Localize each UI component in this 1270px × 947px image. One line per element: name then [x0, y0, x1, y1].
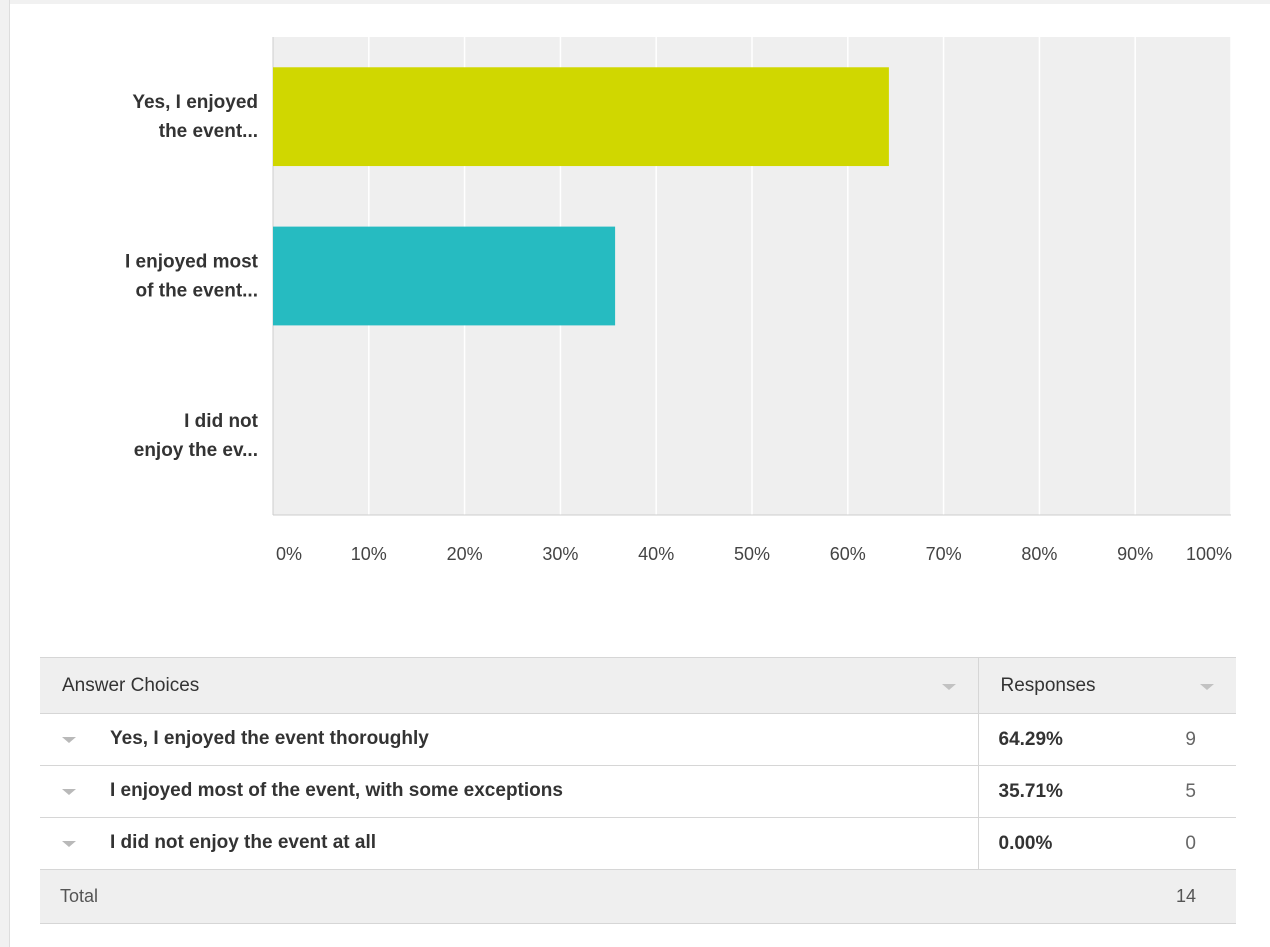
- total-label: Total: [40, 869, 1148, 924]
- x-tick-label: 40%: [638, 544, 674, 564]
- category-label: of the event...: [136, 281, 258, 302]
- x-tick-label: 20%: [447, 544, 483, 564]
- x-tick-label: 60%: [830, 544, 866, 564]
- sort-down-icon[interactable]: [1200, 684, 1214, 690]
- sort-down-icon[interactable]: [941, 684, 956, 690]
- table-header-row: Answer Choices Responses: [40, 657, 1236, 714]
- category-label: I enjoyed most: [125, 252, 259, 273]
- answer-choice-cell: Yes, I enjoyed the event thoroughly: [40, 713, 979, 766]
- total-row: Total 14: [40, 869, 1236, 924]
- responses-table: Answer Choices Responses Yes, I enjoyed …: [40, 657, 1236, 924]
- answer-choice-cell: I enjoyed most of the event, with some e…: [40, 765, 979, 818]
- x-tick-label: 90%: [1117, 544, 1153, 564]
- bar: [273, 226, 616, 326]
- response-count: 5: [1148, 765, 1236, 818]
- x-tick-label: 0%: [276, 544, 302, 564]
- x-tick-label: 30%: [542, 544, 578, 564]
- response-percent: 64.29%: [978, 713, 1148, 766]
- total-count: 14: [1148, 869, 1236, 924]
- table-row: Yes, I enjoyed the event thoroughly 64.2…: [40, 713, 1236, 766]
- x-tick-label: 80%: [1021, 544, 1057, 564]
- x-tick-label: 10%: [351, 544, 387, 564]
- expand-chevron-icon[interactable]: [62, 789, 76, 795]
- category-label: the event...: [159, 121, 258, 142]
- response-count: 9: [1148, 713, 1236, 766]
- answer-choice-label: Yes, I enjoyed the event thoroughly: [110, 728, 429, 749]
- expand-chevron-icon[interactable]: [62, 737, 76, 743]
- x-tick-label: 50%: [734, 544, 770, 564]
- answer-choice-cell: I did not enjoy the event at all: [40, 817, 979, 870]
- bar: [273, 67, 889, 167]
- answer-choice-label: I did not enjoy the event at all: [110, 832, 377, 853]
- response-count: 0: [1148, 817, 1236, 870]
- response-percent: 0.00%: [978, 817, 1148, 870]
- expand-chevron-icon[interactable]: [62, 841, 76, 847]
- responses-header-label: Responses: [1000, 675, 1096, 696]
- answer-choices-header[interactable]: Answer Choices: [40, 657, 979, 714]
- x-tick-label: 100%: [1186, 544, 1232, 564]
- category-label: I did not: [184, 411, 259, 432]
- frame-top-border: [0, 0, 1270, 4]
- answer-choices-header-label: Answer Choices: [62, 675, 200, 696]
- response-percent: 35.71%: [978, 765, 1148, 818]
- x-tick-label: 70%: [926, 544, 962, 564]
- bar-chart: Yes, I enjoyed the event... I enjoyed most…: [125, 37, 1232, 564]
- category-label: enjoy the ev...: [134, 440, 258, 461]
- table-row: I enjoyed most of the event, with some e…: [40, 765, 1236, 818]
- table-row: I did not enjoy the event at all 0.00% 0: [40, 817, 1236, 870]
- answer-choice-label: I enjoyed most of the event, with some e…: [110, 780, 563, 801]
- responses-header[interactable]: Responses: [978, 657, 1236, 714]
- frame-left-border: [0, 0, 10, 947]
- category-label: Yes, I enjoyed: [132, 92, 258, 113]
